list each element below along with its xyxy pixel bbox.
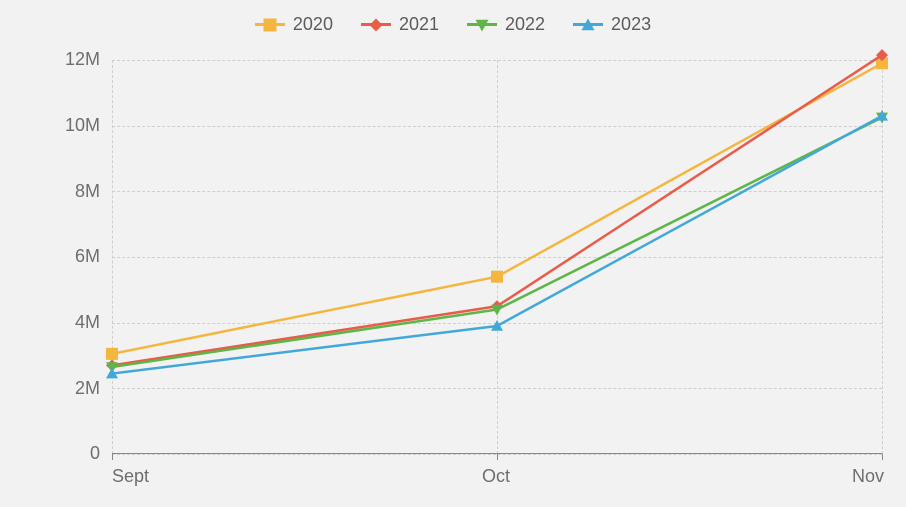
legend-label: 2020 — [293, 14, 333, 35]
y-axis-label: 12M — [65, 49, 100, 70]
legend-label: 2022 — [505, 14, 545, 35]
y-axis-label: 10M — [65, 115, 100, 136]
line-chart: 2020 2021 2022 2023 0 2M 4M 6M 8M 10M 12M Sept Oct N… — [0, 0, 906, 507]
data-point — [106, 348, 118, 360]
legend-marker-icon — [263, 18, 276, 31]
y-axis-label: 2M — [75, 378, 100, 399]
y-axis-label: 0 — [90, 443, 100, 464]
x-tick — [497, 454, 498, 460]
data-point — [491, 271, 503, 283]
legend-item-2020: 2020 — [255, 14, 333, 35]
y-axis-label: 8M — [75, 181, 100, 202]
legend: 2020 2021 2022 2023 — [0, 14, 906, 35]
x-tick — [882, 454, 883, 460]
legend-item-2021: 2021 — [361, 14, 439, 35]
x-axis-label: Nov — [852, 466, 884, 487]
y-axis-label: 6M — [75, 246, 100, 267]
legend-marker-icon — [582, 18, 595, 31]
legend-item-2022: 2022 — [467, 14, 545, 35]
x-axis-label: Oct — [482, 466, 510, 487]
plot-area — [112, 60, 882, 454]
series-line-2021 — [112, 55, 882, 365]
legend-marker-icon — [369, 18, 382, 31]
legend-label: 2021 — [399, 14, 439, 35]
legend-item-2023: 2023 — [573, 14, 651, 35]
legend-label: 2023 — [611, 14, 651, 35]
y-axis-label: 4M — [75, 312, 100, 333]
chart-lines — [112, 60, 882, 454]
x-tick — [112, 454, 113, 460]
x-axis-label: Sept — [112, 466, 149, 487]
legend-marker-icon — [476, 18, 489, 31]
series-line-2023 — [112, 116, 882, 374]
